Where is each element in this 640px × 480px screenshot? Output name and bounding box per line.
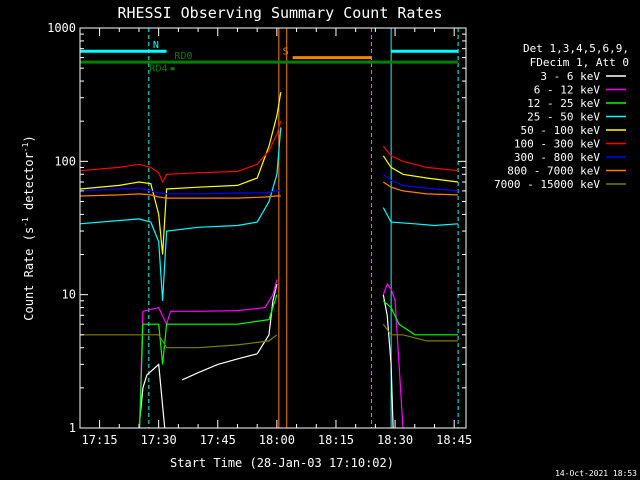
y-axis: 1 10 100 1000 [47, 21, 466, 435]
x-axis: 17:15 17:30 17:45 18:00 18:15 18:30 18:45 [82, 28, 472, 447]
legend-label-3: 25 - 50 keV [527, 111, 600, 124]
plot-frame [79, 27, 467, 429]
y-axis-label-end: ) [22, 135, 36, 142]
series-1-segment-1 [382, 282, 404, 428]
series-6-segment-0 [80, 187, 281, 195]
x-tick-label-1: 17:30 [141, 433, 177, 447]
legend-label-0: 3 - 6 keV [540, 70, 600, 83]
series-7-segment-0 [80, 193, 281, 199]
y-axis-label: Count Rate (s-1 detector-1) [21, 135, 36, 320]
legend-label-8: 7000 - 15000 keV [494, 178, 600, 191]
legend-label-2: 12 - 25 keV [527, 97, 600, 110]
series-4-segment-0 [80, 92, 282, 255]
series-group [80, 92, 459, 428]
series-3-segment-0 [80, 127, 282, 301]
y-axis-label-sup2: -1 [21, 142, 30, 152]
x-tick-label-3: 18:00 [259, 433, 295, 447]
y-axis-label-main: Count Rate (s [22, 227, 36, 321]
series-5-segment-0 [80, 121, 282, 184]
x-tick-label-2: 17:45 [200, 433, 236, 447]
legend-label-4: 50 - 100 keV [521, 124, 601, 137]
y-axis-label-mid: detector [22, 152, 36, 217]
plot-area: N S RD0 RD4 [79, 28, 459, 428]
legend-header-2: FDecim 1, Att 0 [530, 56, 629, 69]
annotation-label-rd0: RD0 [174, 51, 192, 62]
x-tick-label-5: 18:30 [377, 433, 413, 447]
legend-label-1: 6 - 12 keV [534, 84, 601, 97]
y-tick-label-3: 1000 [47, 21, 76, 35]
series-7-segment-1 [382, 181, 459, 196]
series-3-segment-1 [382, 207, 459, 227]
series-0-segment-1 [182, 283, 278, 381]
series-5-segment-1 [382, 145, 459, 172]
series-8-segment-1 [382, 323, 459, 342]
series-2-segment-1 [382, 300, 459, 336]
y-tick-label-1: 10 [62, 288, 76, 302]
series-4-segment-1 [382, 155, 459, 183]
series-6-segment-1 [382, 173, 459, 192]
legend-header-1: Det 1,3,4,5,6,9, [523, 42, 629, 55]
y-axis-label-sup1: -1 [21, 217, 30, 227]
footer-timestamp: 14-Oct-2021 18:53 [555, 469, 637, 478]
legend-label-7: 800 - 7000 keV [507, 165, 600, 178]
chart-title: RHESSI Observing Summary Count Rates [117, 4, 442, 22]
y-tick-label-0: 1 [69, 421, 76, 435]
x-tick-label-4: 18:15 [318, 433, 354, 447]
series-8-segment-0 [80, 334, 278, 349]
series-0-segment-0 [138, 363, 166, 428]
legend-label-6: 300 - 800 keV [514, 151, 600, 164]
x-tick-label-6: 18:45 [436, 433, 472, 447]
series-0-segment-2 [382, 294, 394, 428]
annotation-label-n: N [153, 40, 159, 51]
legend-label-5: 100 - 300 keV [514, 138, 600, 151]
x-tick-label-0: 17:15 [82, 433, 118, 447]
y-tick-label-2: 100 [54, 154, 76, 168]
annotation-label-rd4: RD4 [149, 64, 167, 75]
annotation-label-s: S [283, 47, 289, 58]
x-axis-label: Start Time (28-Jan-03 17:10:02) [170, 456, 394, 470]
